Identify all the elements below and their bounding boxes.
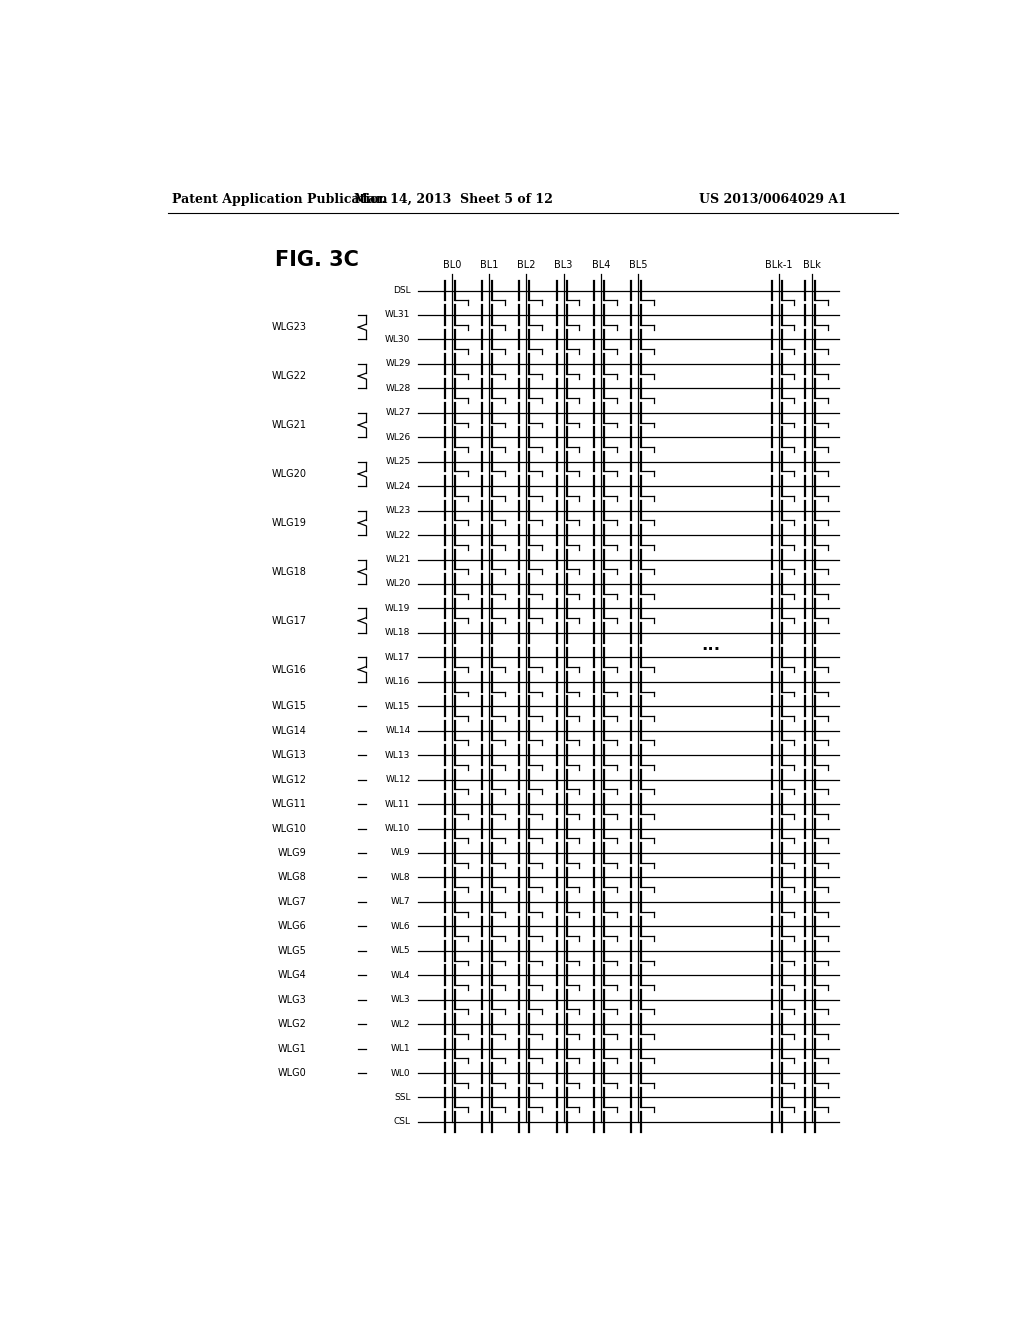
Text: WLG11: WLG11 [271,799,306,809]
Text: WLG12: WLG12 [271,775,306,784]
Text: WLG22: WLG22 [271,371,306,381]
Text: WL25: WL25 [385,457,411,466]
Text: WL18: WL18 [385,628,411,638]
Text: WLG15: WLG15 [271,701,306,711]
Text: WL17: WL17 [385,653,411,661]
Text: WL30: WL30 [385,335,411,345]
Text: WL20: WL20 [385,579,411,589]
Text: SSL: SSL [394,1093,411,1102]
Text: WLG16: WLG16 [271,664,306,675]
Text: WL10: WL10 [385,824,411,833]
Text: BL2: BL2 [517,260,536,271]
Text: WLG8: WLG8 [278,873,306,882]
Text: WLG19: WLG19 [271,517,306,528]
Text: BL4: BL4 [592,260,610,271]
Text: WLG7: WLG7 [278,896,306,907]
Text: WLG0: WLG0 [278,1068,306,1078]
Text: BL0: BL0 [442,260,461,271]
Text: WL31: WL31 [385,310,411,319]
Text: CSL: CSL [393,1118,411,1126]
Text: WLG9: WLG9 [278,847,306,858]
Text: WL13: WL13 [385,751,411,759]
Text: Patent Application Publication: Patent Application Publication [172,193,387,206]
Text: WLG17: WLG17 [271,615,306,626]
Text: Mar. 14, 2013  Sheet 5 of 12: Mar. 14, 2013 Sheet 5 of 12 [354,193,553,206]
Text: WL22: WL22 [385,531,411,540]
Text: ...: ... [701,636,721,655]
Text: WL1: WL1 [391,1044,411,1053]
Text: WL26: WL26 [385,433,411,442]
Text: WL24: WL24 [385,482,411,491]
Text: WL5: WL5 [391,946,411,956]
Text: WLG3: WLG3 [278,995,306,1005]
Text: WLG2: WLG2 [278,1019,306,1030]
Text: WL0: WL0 [391,1069,411,1077]
Text: WL11: WL11 [385,800,411,809]
Text: BL5: BL5 [629,260,647,271]
Text: WL8: WL8 [391,873,411,882]
Text: WL2: WL2 [391,1019,411,1028]
Text: WL16: WL16 [385,677,411,686]
Text: WL29: WL29 [385,359,411,368]
Text: WL7: WL7 [391,898,411,907]
Text: DSL: DSL [393,286,411,296]
Text: BL3: BL3 [555,260,572,271]
Text: US 2013/0064029 A1: US 2013/0064029 A1 [699,193,847,206]
Text: WL3: WL3 [391,995,411,1005]
Text: WL9: WL9 [391,849,411,858]
Text: WL27: WL27 [385,408,411,417]
Text: WLG4: WLG4 [278,970,306,981]
Text: BL1: BL1 [480,260,499,271]
Text: WLG23: WLG23 [271,322,306,333]
Text: WL14: WL14 [385,726,411,735]
Text: WL23: WL23 [385,506,411,515]
Text: WL21: WL21 [385,554,411,564]
Text: WLG10: WLG10 [271,824,306,833]
Text: WLG20: WLG20 [271,469,306,479]
Text: WLG13: WLG13 [271,750,306,760]
Text: WLG14: WLG14 [271,726,306,735]
Text: FIG. 3C: FIG. 3C [274,249,358,269]
Text: WL28: WL28 [385,384,411,393]
Text: WL4: WL4 [391,970,411,979]
Text: WL6: WL6 [391,921,411,931]
Text: WLG21: WLG21 [271,420,306,430]
Text: BLk-1: BLk-1 [765,260,793,271]
Text: WL19: WL19 [385,605,411,612]
Text: WLG18: WLG18 [271,566,306,577]
Text: WLG6: WLG6 [278,921,306,932]
Text: WLG5: WLG5 [278,945,306,956]
Text: WL12: WL12 [385,775,411,784]
Text: BLk: BLk [803,260,821,271]
Text: WL15: WL15 [385,702,411,710]
Text: WLG1: WLG1 [278,1044,306,1053]
